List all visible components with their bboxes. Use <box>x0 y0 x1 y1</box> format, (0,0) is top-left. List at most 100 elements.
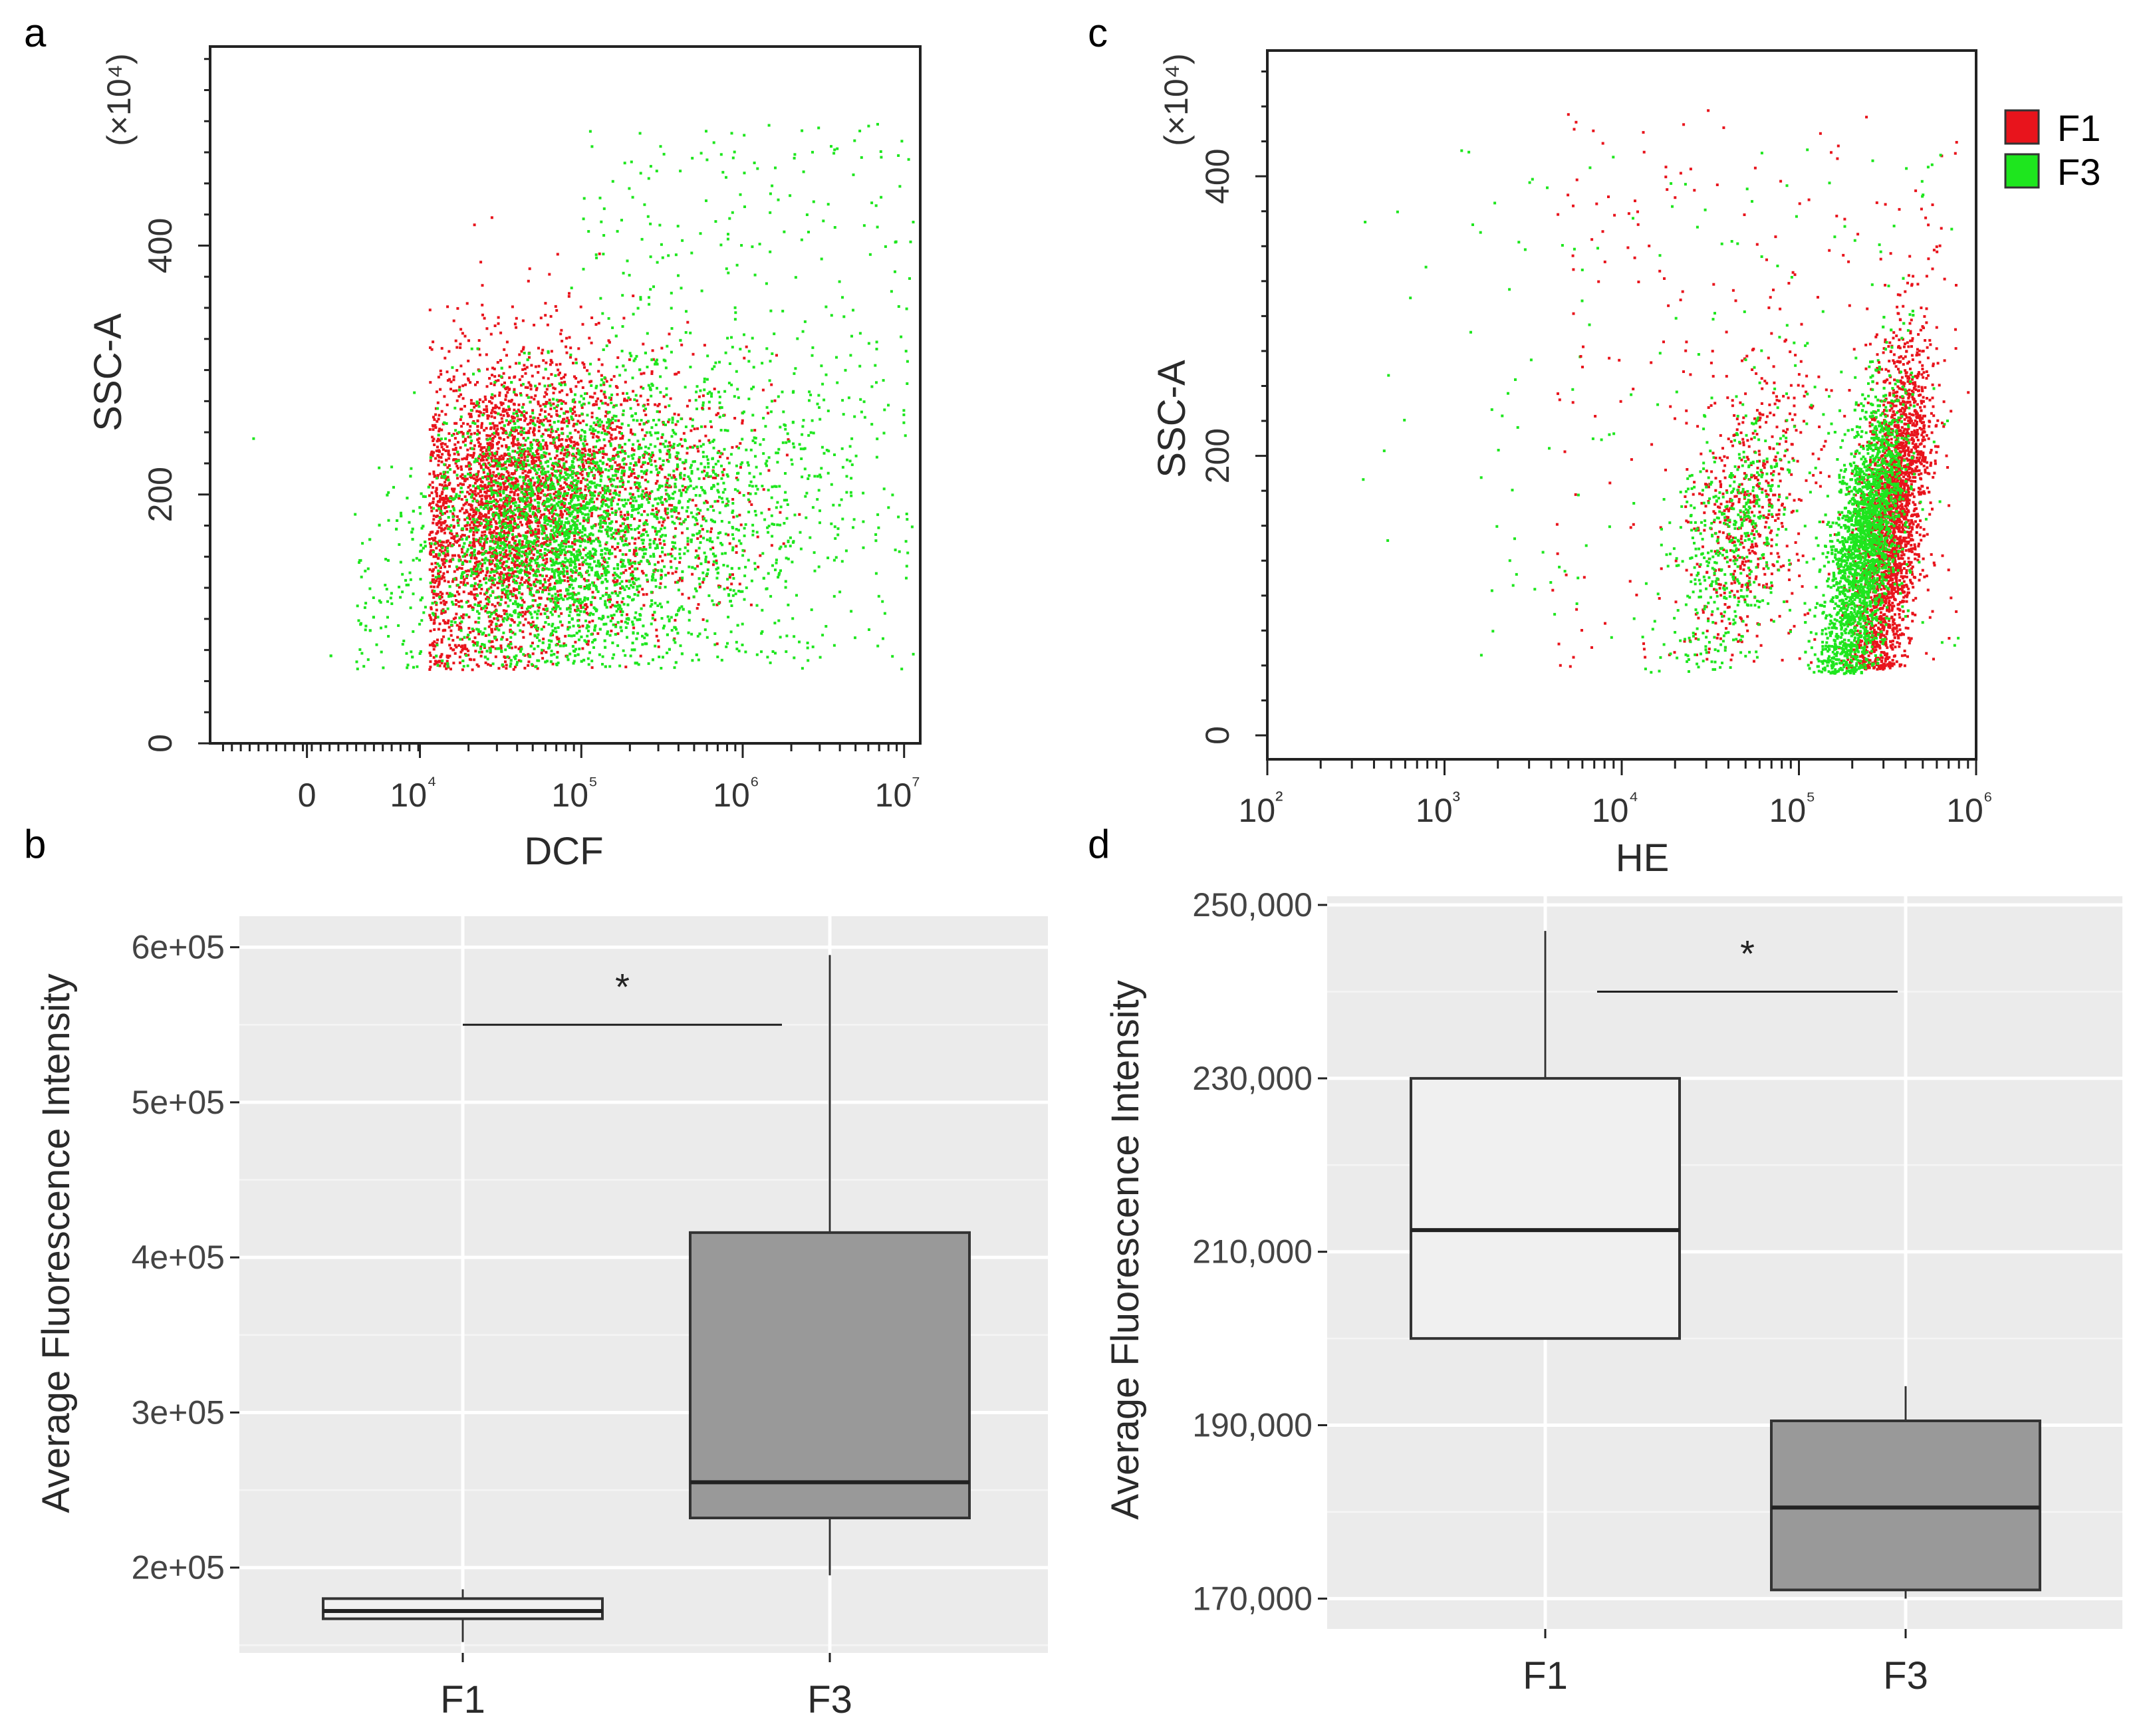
scatter-point <box>400 515 403 518</box>
scatter-point <box>459 509 461 513</box>
scatter-point <box>454 458 457 461</box>
scatter-point <box>642 409 646 412</box>
scatter-point <box>580 491 583 495</box>
scatter-point <box>404 578 408 582</box>
scatter-point <box>655 628 658 632</box>
scatter-point <box>782 542 785 545</box>
scatter-point <box>698 439 701 443</box>
scatter-point <box>604 560 607 564</box>
scatter-point <box>615 532 618 535</box>
scatter-point <box>690 511 693 515</box>
scatter-point <box>628 475 630 478</box>
scatter-point <box>545 361 548 364</box>
scatter-point <box>574 515 576 519</box>
scatter-point <box>473 642 477 646</box>
scatter-point <box>590 416 594 419</box>
scatter-point <box>474 561 477 564</box>
scatter-point <box>777 576 780 579</box>
scatter-point <box>516 523 519 527</box>
scatter-point <box>436 495 439 498</box>
scatter-point <box>386 616 389 619</box>
scatter-point <box>686 515 690 519</box>
scatter-point <box>584 485 587 488</box>
scatter-point <box>555 630 558 634</box>
scatter-point <box>523 443 527 447</box>
scatter-point <box>690 463 693 467</box>
scatter-point <box>503 530 505 533</box>
scatter-point <box>603 568 606 572</box>
scatter-point <box>534 469 537 472</box>
scatter-point <box>481 643 484 646</box>
scatter-point <box>686 549 690 553</box>
scatter-point <box>451 487 453 491</box>
scatter-point <box>435 503 438 507</box>
scatter-point <box>487 522 490 525</box>
scatter-point <box>659 582 662 585</box>
scatter-point <box>557 368 560 372</box>
scatter-point <box>830 522 833 525</box>
scatter-point <box>576 430 580 434</box>
scatter-point <box>524 500 527 503</box>
scatter-point <box>457 644 461 647</box>
scatter-point <box>642 604 646 607</box>
scatter-point <box>715 414 718 416</box>
scatter-point <box>409 606 412 610</box>
scatter-point <box>514 486 517 489</box>
scatter-point <box>443 549 447 552</box>
scatter-point <box>731 156 735 160</box>
scatter-point <box>670 616 673 619</box>
scatter-point <box>517 533 521 536</box>
scatter-point <box>802 419 805 422</box>
scatter-point <box>547 623 551 626</box>
scatter-point <box>521 630 525 634</box>
scatter-point <box>601 499 604 502</box>
scatter-point <box>679 471 682 475</box>
scatter-point <box>531 419 535 422</box>
scatter-point <box>442 599 445 602</box>
scatter-point <box>673 491 676 494</box>
scatter-point <box>559 492 562 495</box>
scatter-point <box>419 578 422 581</box>
scatter-point <box>596 577 600 580</box>
scatter-point <box>562 400 565 404</box>
scatter-point <box>459 408 463 411</box>
scatter-point <box>565 517 568 520</box>
scatter-point <box>604 543 608 546</box>
scatter-point <box>605 463 608 466</box>
scatter-point <box>560 421 563 424</box>
scatter-point <box>455 369 459 372</box>
scatter-point <box>452 458 455 461</box>
scatter-point <box>473 473 476 477</box>
scatter-point <box>443 501 446 505</box>
scatter-point <box>898 185 902 188</box>
scatter-point <box>457 592 461 596</box>
scatter-point <box>588 620 591 624</box>
scatter-point <box>666 481 669 485</box>
scatter-point <box>440 640 443 644</box>
scatter-point <box>509 520 512 523</box>
scatter-point <box>484 398 487 401</box>
scatter-point <box>759 554 762 557</box>
scatter-point <box>503 481 507 484</box>
scatter-point <box>677 511 680 515</box>
scatter-point <box>477 414 481 418</box>
scatter-point <box>410 650 413 654</box>
scatter-point <box>477 492 480 495</box>
scatter-point <box>684 460 688 463</box>
scatter-point <box>581 447 584 451</box>
scatter-point <box>500 417 503 420</box>
scatter-point <box>554 445 557 449</box>
scatter-point <box>479 477 482 481</box>
scatter-point <box>677 579 680 582</box>
scatter-point <box>434 555 438 558</box>
scatter-point <box>471 515 474 518</box>
scatter-point <box>508 495 511 498</box>
scatter-point <box>711 540 714 543</box>
scatter-point <box>654 602 657 605</box>
scatter-point <box>584 603 588 606</box>
scatter-point <box>736 624 739 627</box>
scatter-point <box>686 320 690 324</box>
scatter-point <box>519 426 523 430</box>
scatter-point <box>764 462 767 465</box>
scatter-point <box>697 449 700 453</box>
